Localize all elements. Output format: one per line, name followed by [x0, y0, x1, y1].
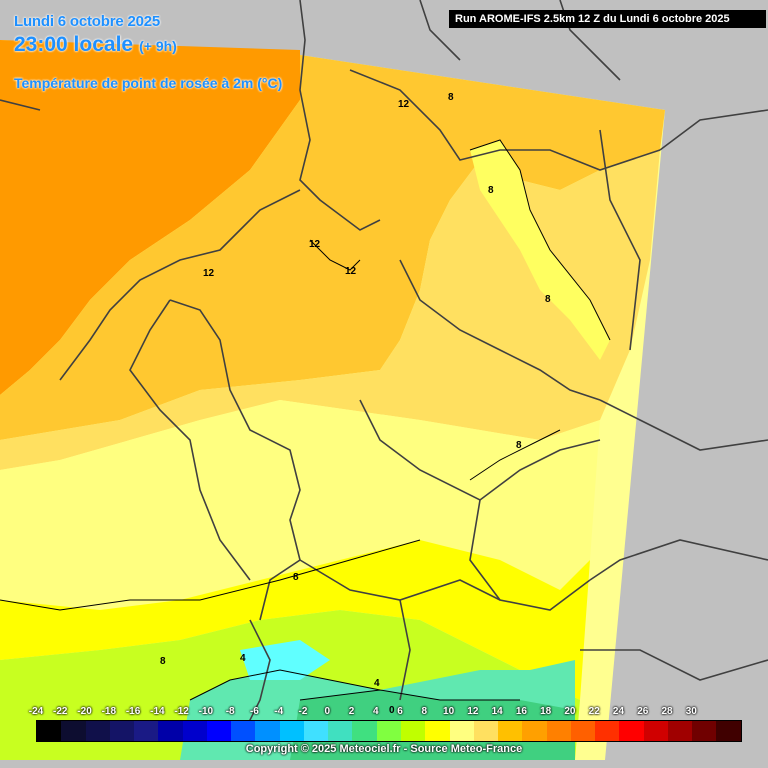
legend-swatch: [619, 721, 644, 741]
legend-swatch: [716, 721, 741, 741]
legend-tick-label: 4: [372, 706, 379, 717]
contour-label: 8: [293, 572, 299, 583]
legend-tick-label: 30: [685, 706, 697, 717]
contour-label: 0: [389, 705, 395, 716]
contour-label: 12: [309, 239, 321, 250]
legend-swatch: [595, 721, 620, 741]
legend-tick-label: 22: [588, 706, 600, 717]
dewpoint-zone-6: [0, 540, 590, 700]
legend-tick-label: 12: [467, 706, 479, 717]
legend-swatch: [425, 721, 450, 741]
legend-swatch: [231, 721, 256, 741]
legend-tick-label: 26: [637, 706, 649, 717]
legend-tick-label: -10: [198, 706, 214, 717]
legend-tick-label: -14: [150, 706, 165, 717]
legend-swatch: [522, 721, 547, 741]
forecast-time: 23:00 locale (+ 9h): [14, 33, 177, 57]
legend-tick-label: 20: [564, 706, 576, 717]
dewpoint-zone-8-south: [0, 400, 600, 610]
legend-tick-label: 6: [397, 706, 403, 717]
legend-tick-label: 18: [540, 706, 552, 717]
legend-swatch: [449, 721, 474, 741]
dewpoint-contours: [0, 139, 611, 701]
legend-swatch: [303, 721, 329, 741]
contour-label: 8: [160, 656, 166, 667]
legend-tick-label: -24: [28, 706, 44, 717]
legend-tick-label: -6: [249, 706, 259, 717]
legend-swatch: [352, 721, 377, 741]
legend-tick-label: 16: [515, 706, 527, 717]
legend-tick-label: -16: [125, 706, 141, 717]
legend-swatch: [158, 721, 183, 741]
legend-tick-label: -18: [101, 706, 117, 717]
legend-tick-label: 28: [661, 706, 673, 717]
legend-swatch: [376, 721, 401, 741]
legend-swatch: [255, 721, 280, 741]
dewpoint-zone-8-east: [470, 140, 610, 360]
legend-tick-label: -4: [274, 706, 284, 717]
contour-label: 12: [345, 266, 357, 277]
legend-tick-label: -8: [225, 706, 235, 717]
legend-tick-labels: -24 -22 -20 -18 -16 -14 -12 -10 -8 -6 -4 -2 0 2 4 6 8 10 1…: [22, 706, 742, 720]
color-scale-legend: [36, 720, 742, 742]
border-lines: [0, 0, 768, 741]
legend-swatch: [643, 721, 668, 741]
legend-swatch: [182, 721, 207, 741]
parameter-title: Température de point de rosée à 2m (°C): [14, 75, 283, 91]
contour-label: 4: [240, 653, 246, 664]
contour-label: 4: [374, 678, 380, 689]
legend-tick-label: -22: [53, 706, 68, 717]
legend-tick-label: 2: [348, 706, 355, 717]
legend-swatch: [134, 721, 159, 741]
legend-swatch: [328, 721, 353, 741]
legend-swatch: [570, 721, 596, 741]
forecast-time-value: 23:00 locale: [14, 33, 134, 56]
legend-swatch: [667, 721, 693, 741]
legend-swatch: [400, 721, 426, 741]
forecast-offset: (+ 9h): [139, 38, 177, 54]
legend-swatch: [473, 721, 499, 741]
contour-label: 12: [398, 99, 410, 110]
legend-tick-label: 14: [491, 706, 503, 717]
legend-swatch: [37, 721, 62, 741]
contour-label: 8: [516, 440, 522, 451]
legend-tick-label: 8: [421, 706, 428, 717]
legend-tick-label: -2: [298, 706, 308, 717]
contour-label: 8: [448, 92, 454, 103]
legend-tick-label: 10: [443, 706, 455, 717]
contour-label: 8: [488, 185, 494, 196]
legend-swatch: [61, 721, 86, 741]
copyright-notice: Copyright © 2025 Meteociel.fr - Source M…: [245, 743, 523, 755]
legend-swatch: [206, 721, 232, 741]
legend-swatch: [109, 721, 135, 741]
legend-tick-label: -20: [77, 706, 92, 717]
dewpoint-zone-minus2: [240, 640, 330, 680]
forecast-date: Lundi 6 octobre 2025: [14, 13, 161, 30]
dewpoint-zone-14: [0, 40, 300, 395]
legend-swatch: [692, 721, 717, 741]
contour-label: 12: [203, 268, 215, 279]
legend-swatch: [546, 721, 571, 741]
legend-swatch: [279, 721, 304, 741]
legend-tick-label: 0: [324, 706, 331, 717]
legend-tick-label: -12: [174, 706, 189, 717]
legend-tick-label: 24: [612, 706, 625, 717]
contour-label: 8: [545, 294, 551, 305]
run-info: Run AROME-IFS 2.5km 12 Z du Lundi 6 octo…: [449, 10, 766, 28]
dewpoint-zone-10: [0, 150, 660, 470]
legend-swatch: [498, 721, 523, 741]
legend-swatch: [85, 721, 110, 741]
